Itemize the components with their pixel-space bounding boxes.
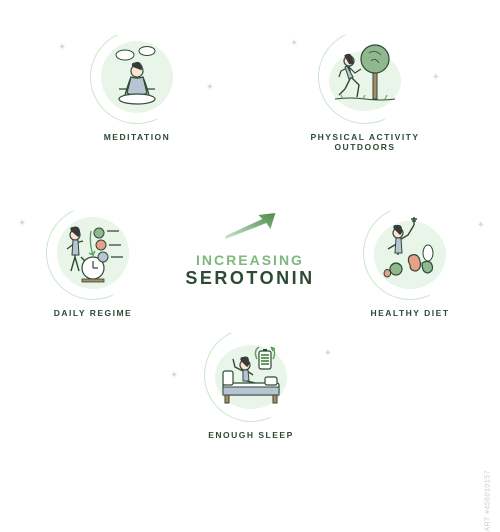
- schedule-icon: [53, 213, 133, 293]
- arrow-up-icon: [220, 211, 280, 241]
- item-enough-sleep: ✦ ✦ EN: [176, 330, 326, 440]
- center-title: INCREASING SEROTONIN: [185, 211, 314, 289]
- infographic-root: INCREASING SEROTONIN ✦ ✦ MEDITATION ✦ ✦: [0, 0, 500, 500]
- label-regime: DAILY REGIME: [54, 308, 132, 318]
- item-meditation: ✦ ✦ MEDITATION: [62, 32, 212, 142]
- diet-icon: [370, 213, 450, 293]
- label-sleep: ENOUGH SLEEP: [208, 430, 294, 440]
- sleep-icon: [211, 335, 291, 415]
- label-meditation: MEDITATION: [104, 132, 171, 142]
- running-icon: [325, 37, 405, 117]
- meditation-icon: [97, 37, 177, 117]
- item-physical-activity: ✦ ✦ PHYSICAL ACTIVITY OUTDOORS: [290, 32, 440, 152]
- item-daily-regime: ✦ DAILY REGIME: [18, 208, 168, 318]
- label-diet: HEALTHY DIET: [370, 308, 449, 318]
- label-activity: PHYSICAL ACTIVITY OUTDOORS: [290, 132, 440, 152]
- title-line1: INCREASING: [185, 252, 314, 268]
- item-healthy-diet: ✦ HEALTHY DIET: [335, 208, 485, 318]
- title-line2: SEROTONIN: [185, 268, 314, 289]
- watermark: ART #456010157: [485, 470, 492, 532]
